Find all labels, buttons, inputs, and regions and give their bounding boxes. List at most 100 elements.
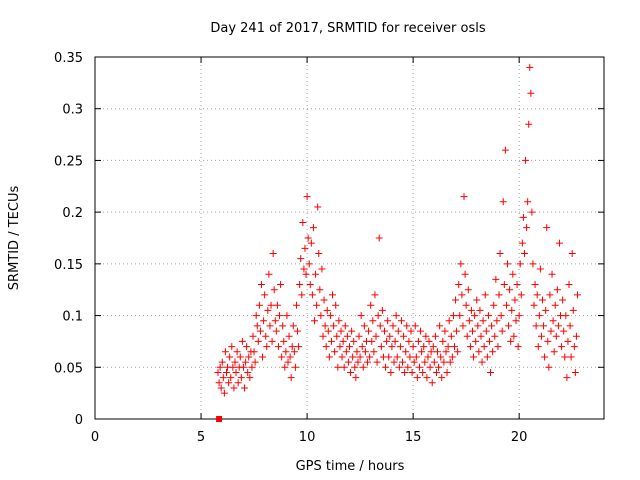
data-point <box>380 327 388 335</box>
data-point <box>551 301 559 309</box>
data-point <box>445 317 453 325</box>
data-point <box>465 317 473 325</box>
data-point <box>492 275 500 283</box>
data-point <box>446 358 454 366</box>
data-point <box>453 327 461 335</box>
data-point <box>268 337 276 345</box>
data-point <box>386 332 394 340</box>
data-point <box>499 198 507 206</box>
data-point <box>372 332 380 340</box>
data-point <box>236 353 244 361</box>
data-point <box>358 343 366 351</box>
data-point <box>294 327 302 335</box>
ticks: 0 5 10 15 20 0 0.05 0.1 0.15 0.2 0.25 0.3 0.35 <box>54 51 604 445</box>
data-point <box>245 353 253 361</box>
data-point <box>214 368 222 376</box>
data-point <box>301 244 309 252</box>
data-point <box>311 317 319 325</box>
data-point <box>218 358 226 366</box>
data-point <box>317 312 325 320</box>
data-point <box>558 343 566 351</box>
data-point <box>324 327 332 335</box>
data-point <box>525 120 533 128</box>
data-point <box>568 250 576 258</box>
data-point <box>285 332 293 340</box>
data-point <box>290 348 298 356</box>
data-point <box>238 337 246 345</box>
data-point <box>524 198 532 206</box>
data-point <box>226 353 234 361</box>
data-point <box>481 291 489 299</box>
data-point <box>243 343 251 351</box>
data-point <box>456 312 464 320</box>
data-point <box>264 306 272 314</box>
data-point <box>367 301 375 309</box>
y-tick-label: 0.2 <box>62 206 83 221</box>
data-point <box>430 358 438 366</box>
data-point <box>353 348 361 356</box>
data-point <box>249 332 257 340</box>
data-point <box>326 312 334 320</box>
data-point <box>477 332 485 340</box>
data-point <box>350 337 358 345</box>
data-point <box>325 353 333 361</box>
data-point <box>480 343 488 351</box>
data-point <box>215 379 223 387</box>
data-point <box>519 213 527 221</box>
zero-marker <box>216 416 223 422</box>
data-point <box>292 301 300 309</box>
data-point <box>413 374 421 382</box>
data-point <box>356 353 364 361</box>
data-point <box>469 327 477 335</box>
data-point <box>333 332 341 340</box>
x-axis-title: GPS time / hours <box>296 459 405 474</box>
data-point <box>561 353 569 361</box>
data-point <box>352 374 360 382</box>
data-point <box>396 343 404 351</box>
data-point <box>242 358 250 366</box>
data-point <box>523 224 531 232</box>
data-point <box>404 363 412 371</box>
data-point <box>511 296 519 304</box>
data-point <box>307 239 315 247</box>
data-point <box>506 286 514 294</box>
data-point <box>265 270 273 278</box>
data-point <box>418 348 426 356</box>
data-point <box>272 327 280 335</box>
x-tick-label: 15 <box>405 430 422 445</box>
data-point <box>385 353 393 361</box>
data-point <box>495 291 503 299</box>
data-point <box>459 322 467 330</box>
data-point <box>246 374 254 382</box>
data-point <box>425 337 433 345</box>
data-point <box>370 348 378 356</box>
data-point <box>339 337 347 345</box>
data-point <box>269 250 277 258</box>
data-point <box>527 89 535 97</box>
data-point <box>483 353 491 361</box>
data-point <box>282 348 290 356</box>
data-point <box>515 312 523 320</box>
data-point <box>329 291 337 299</box>
data-point <box>484 312 492 320</box>
data-point <box>359 363 367 371</box>
data-point <box>270 286 278 294</box>
data-point <box>284 358 292 366</box>
y-tick-label: 0.25 <box>54 154 83 169</box>
data-point <box>280 337 288 345</box>
data-point <box>360 322 368 330</box>
data-point <box>441 327 449 335</box>
data-point <box>529 260 537 268</box>
data-point <box>283 312 291 320</box>
data-point <box>546 291 554 299</box>
data-point <box>500 281 508 289</box>
data-point <box>231 358 239 366</box>
data-point <box>346 343 353 351</box>
y-axis-title: SRMTID / TECUs <box>7 186 22 291</box>
data-point <box>389 322 397 330</box>
data-point <box>330 322 338 330</box>
data-point <box>244 368 252 376</box>
data-point <box>463 332 471 340</box>
data-point <box>361 348 369 356</box>
data-point <box>332 301 340 309</box>
